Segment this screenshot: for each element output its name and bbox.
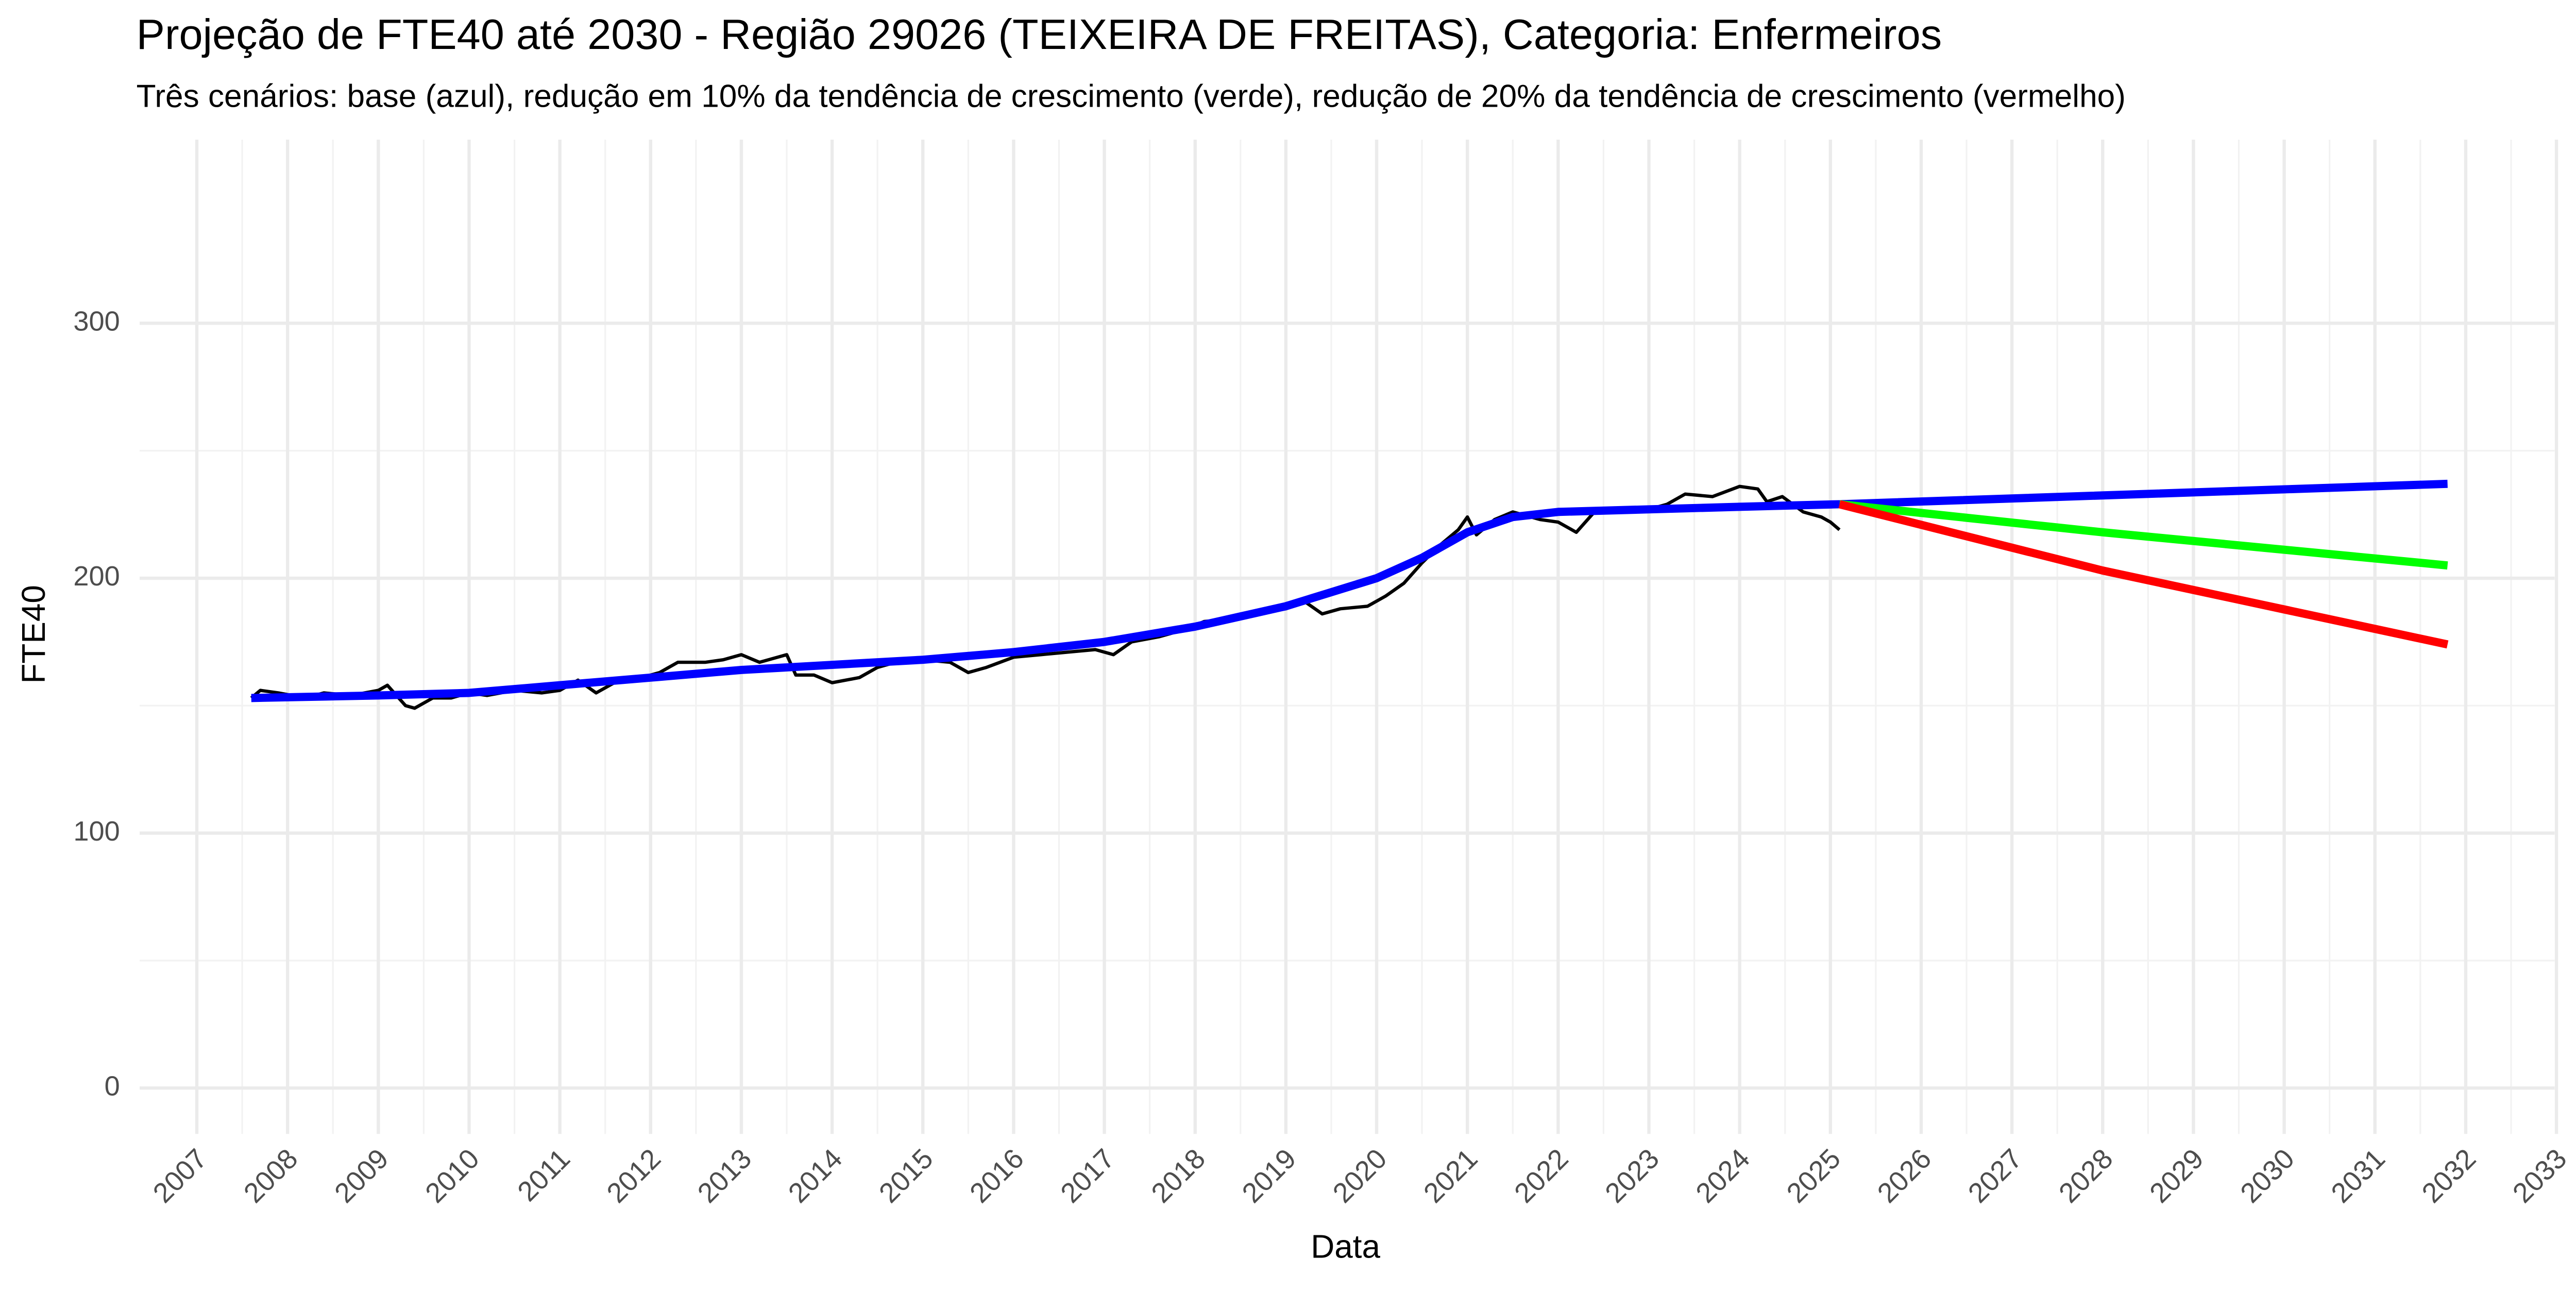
chart-title: Projeção de FTE40 até 2030 - Região 2902… [137,10,1942,58]
x-axis-title: Data [1311,1228,1380,1265]
y-tick-label: 300 [73,306,120,337]
series-line [1839,500,2448,570]
y-tick-label: 100 [73,816,120,847]
y-tick-label: 0 [105,1071,120,1102]
plot [250,479,2449,710]
chart-subtitle: Três cenários: base (azul), redução em 1… [137,79,2126,114]
series-line [251,479,2448,702]
y-tick-label: 200 [73,561,120,592]
series-line [1838,500,2449,649]
y-axis-title: FTE40 [15,585,52,683]
